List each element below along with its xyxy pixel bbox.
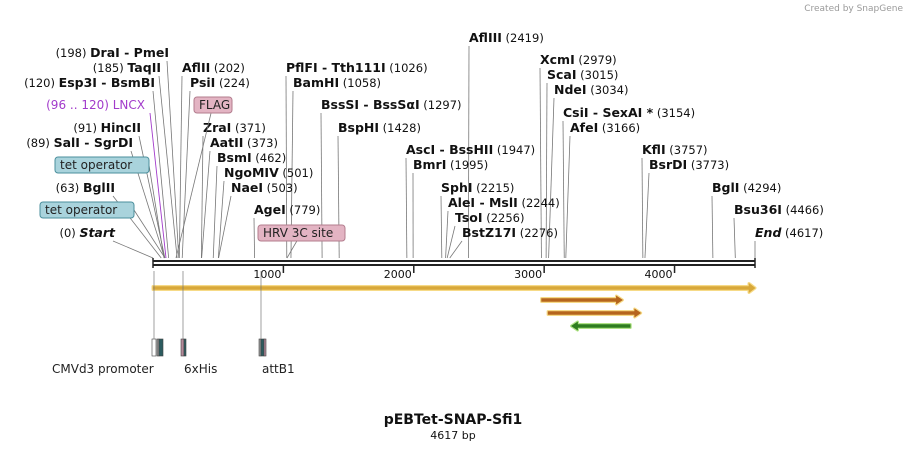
ruler-tick-label: 1000 xyxy=(253,268,281,281)
feature-label: FLAG xyxy=(199,98,230,112)
site-leader-line xyxy=(212,165,218,259)
restriction-site-label[interactable]: BglI (4294) xyxy=(712,180,781,195)
restriction-site-label[interactable]: NaeI (503) xyxy=(231,180,298,195)
feature-glyph xyxy=(158,338,164,357)
site-leader-line xyxy=(181,90,191,259)
restriction-site-label[interactable]: (185) TaqII xyxy=(93,60,161,75)
restriction-site-label[interactable]: BmrI (1995) xyxy=(413,157,488,172)
restriction-site-label[interactable]: BsmI (462) xyxy=(217,150,286,165)
restriction-site-label[interactable]: AflII (202) xyxy=(182,60,245,75)
restriction-site-label[interactable]: ScaI (3015) xyxy=(547,67,618,82)
restriction-site-label[interactable]: CsiI - SexAI * (3154) xyxy=(563,105,695,120)
site-leader-line xyxy=(548,97,555,259)
orf-arrow-forward xyxy=(547,308,642,318)
restriction-site-label[interactable]: ZraI (371) xyxy=(203,120,266,135)
tet-operator-box xyxy=(54,156,150,174)
site-leader-line xyxy=(152,90,170,259)
site-leader-line xyxy=(201,150,211,259)
site-leader-line xyxy=(539,67,542,259)
site-leader-line xyxy=(440,195,443,259)
restriction-site-label[interactable]: AleI - MslI (2244) xyxy=(448,195,560,210)
lncx-leader-line xyxy=(149,112,167,259)
site-leader-line xyxy=(711,195,714,259)
restriction-site-label[interactable]: PsiI (224) xyxy=(190,75,250,90)
restriction-site-label[interactable]: BsrDI (3773) xyxy=(649,157,729,172)
restriction-site-label[interactable]: AatII (373) xyxy=(210,135,278,150)
restriction-site-label[interactable]: End (4617) xyxy=(755,225,823,240)
site-leader-line xyxy=(545,82,548,259)
orf-arrow-forward xyxy=(152,282,756,294)
feature-label: HRV 3C site xyxy=(263,226,333,240)
tet-operator-label: tet operator xyxy=(45,203,117,217)
feature-leader-line xyxy=(148,164,165,259)
restriction-site-label[interactable]: PflFI - Tth111I (1026) xyxy=(286,60,428,75)
restriction-site-label[interactable]: NgoMIV (501) xyxy=(224,165,313,180)
restriction-site-label[interactable]: TsoI (2256) xyxy=(455,210,524,225)
feature-box xyxy=(257,224,346,242)
restriction-site-label[interactable]: KflI (3757) xyxy=(642,142,708,157)
credit-text: Created by SnapGene xyxy=(804,4,903,14)
site-leader-line xyxy=(166,60,180,259)
restriction-site-label[interactable]: BstZ17I (2276) xyxy=(462,225,558,240)
ruler-tick-label: 3000 xyxy=(514,268,542,281)
feature-box xyxy=(193,96,233,114)
feature-below-label: 6xHis xyxy=(184,362,217,376)
feature-glyph xyxy=(151,338,157,357)
plasmid-name: pEBTet-SNAP-Sfi1 xyxy=(384,412,523,428)
site-leader-line xyxy=(253,217,255,259)
tet-operator-label: tet operator xyxy=(60,158,132,172)
restriction-site-label[interactable]: Bsu36I (4466) xyxy=(734,202,824,217)
feature-glyph xyxy=(183,338,187,357)
feature-glyph xyxy=(156,338,160,357)
restriction-site-label[interactable]: (91) HincII xyxy=(73,120,141,135)
orf-arrow-reverse xyxy=(571,321,631,331)
site-leader-line xyxy=(217,180,225,259)
site-leader-line xyxy=(446,225,456,259)
restriction-site-label[interactable]: XcmI (2979) xyxy=(540,52,617,67)
site-leader-line xyxy=(200,135,204,259)
restriction-site-label[interactable]: (0) Start xyxy=(59,225,116,240)
feature-glyph xyxy=(263,338,267,357)
restriction-site-label[interactable]: BamHI (1058) xyxy=(293,75,381,90)
ruler-tick-label: 4000 xyxy=(645,268,673,281)
feature-leader-line xyxy=(175,104,214,259)
restriction-site-label[interactable]: (120) Esp3I - BsmBI xyxy=(24,75,155,90)
restriction-site-label[interactable]: BspHI (1428) xyxy=(338,120,421,135)
site-leader-line xyxy=(112,240,154,259)
site-leader-line xyxy=(158,75,178,259)
restriction-site-label[interactable]: (89) SalI - SgrDI xyxy=(26,135,133,150)
feature-leader-line xyxy=(133,209,166,259)
restriction-site-label[interactable]: AscI - BssHII (1947) xyxy=(406,142,535,157)
lncx-feature-label: (96 .. 120) LNCX xyxy=(46,98,145,112)
site-leader-line xyxy=(218,195,232,259)
feature-below-label: CMVd3 promoter xyxy=(52,362,154,376)
site-leader-line xyxy=(565,135,571,259)
site-leader-line xyxy=(178,75,183,259)
plasmid-length: 4617 bp xyxy=(430,429,475,442)
site-leader-line xyxy=(733,217,736,259)
restriction-site-label[interactable]: (198) DraI - PmeI xyxy=(56,45,169,60)
feature-below-label: attB1 xyxy=(262,362,295,376)
restriction-site-label[interactable]: SphI (2215) xyxy=(441,180,514,195)
site-leader-line xyxy=(449,240,463,259)
feature-glyph xyxy=(180,338,185,357)
tet-operator-box xyxy=(39,201,135,219)
site-leader-line xyxy=(644,172,650,259)
site-leader-line xyxy=(405,157,408,259)
site-leader-line xyxy=(562,120,565,259)
restriction-site-label[interactable]: (63) BglII xyxy=(56,180,115,195)
restriction-site-label[interactable]: AfeI (3166) xyxy=(570,120,640,135)
restriction-site-label[interactable]: BssSI - BssSαI (1297) xyxy=(321,97,462,112)
restriction-site-label[interactable]: AgeI (779) xyxy=(254,202,320,217)
site-leader-line xyxy=(468,45,470,259)
ruler-tick-label: 2000 xyxy=(384,268,412,281)
restriction-site-label[interactable]: NdeI (3034) xyxy=(554,82,628,97)
site-leader-line xyxy=(641,157,644,259)
orf-arrow-forward xyxy=(541,295,623,305)
feature-glyph xyxy=(260,338,265,357)
site-leader-line xyxy=(445,210,449,259)
restriction-site-label[interactable]: AflIII (2419) xyxy=(469,30,544,45)
